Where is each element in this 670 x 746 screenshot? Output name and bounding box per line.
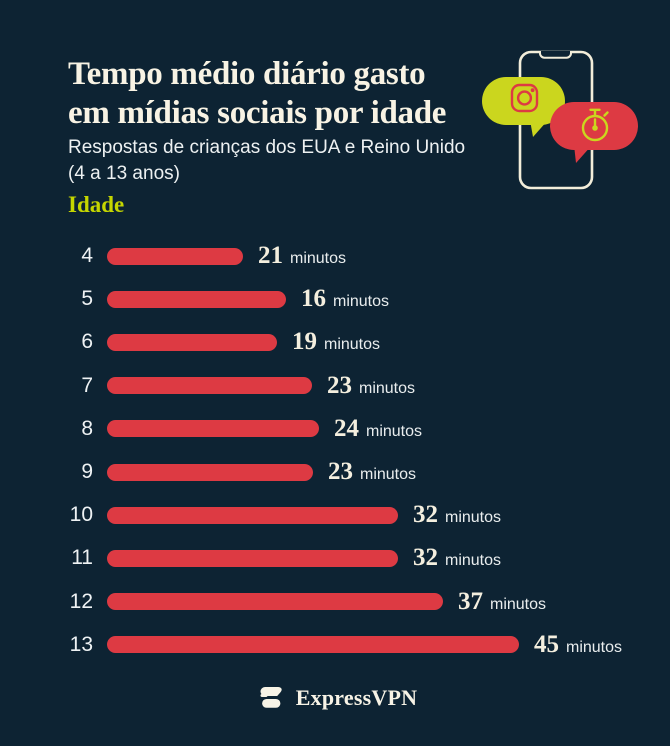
bar (107, 549, 398, 567)
value-label: 21 minutos (258, 242, 346, 270)
chart-row: 8 24 minutos (55, 407, 422, 450)
bar (107, 290, 286, 308)
value-label: 45 minutos (534, 631, 622, 659)
value-label: 16 minutos (301, 285, 389, 313)
bar (107, 333, 277, 351)
brand-name: ExpressVPN (295, 684, 418, 710)
chart-row: 5 16 minutos (55, 278, 389, 321)
value-unit: minutos (333, 293, 390, 311)
chart-row: 12 37 minutos (55, 580, 546, 623)
value-label: 23 minutos (328, 458, 416, 486)
value-number: 23 (328, 458, 353, 485)
value-unit: minutos (366, 422, 423, 440)
value-number: 45 (534, 630, 559, 658)
chart-row: 13 45 minutos (55, 623, 622, 666)
brand-footer: ExpressVPN (0, 683, 670, 712)
bar (107, 593, 443, 611)
value-number: 32 (413, 501, 438, 529)
bar (107, 420, 319, 438)
stopwatch-icon (581, 108, 609, 142)
phone-notch (539, 51, 572, 59)
age-label: 8 (81, 416, 93, 440)
value-unit: minutos (566, 638, 623, 656)
page-subtitle: Respostas de crianças dos EUA e Reino Un… (68, 135, 465, 187)
title-line-1: Tempo médio diário gasto (68, 56, 426, 92)
title-line-2: em mídias sociais por idade (68, 95, 447, 131)
phone-illustration (482, 50, 638, 190)
axis-label-idade: Idade (68, 192, 125, 217)
value-unit: minutos (290, 250, 347, 267)
chart-row: 11 32 minutos (55, 537, 501, 580)
speech-bubble-red (550, 102, 638, 163)
expressvpn-logo-icon (260, 687, 282, 708)
value-number: 19 (292, 328, 317, 356)
value-unit: minutos (445, 552, 502, 570)
age-label: 7 (81, 373, 93, 397)
bar (107, 463, 313, 481)
speech-bubble-green (482, 77, 565, 137)
bar (107, 377, 312, 395)
page-title: Tempo médio diário gasto em mídias socia… (68, 55, 446, 133)
value-label: 23 minutos (327, 372, 415, 400)
subtitle-line-1: Respostas de crianças dos EUA e Reino Un… (68, 137, 466, 158)
age-label: 6 (81, 330, 93, 354)
value-label: 37 minutos (458, 588, 546, 616)
bar (107, 506, 398, 524)
age-label: 12 (69, 589, 93, 613)
value-number: 16 (301, 285, 326, 313)
value-label: 32 minutos (413, 501, 501, 529)
value-number: 21 (258, 242, 283, 269)
value-label: 19 minutos (292, 328, 380, 356)
value-unit: minutos (490, 595, 547, 613)
value-unit: minutos (445, 509, 502, 527)
age-label: 5 (81, 287, 93, 311)
value-unit: minutos (360, 466, 417, 483)
instagram-icon (510, 83, 539, 113)
bar (107, 636, 519, 654)
age-label: 4 (81, 244, 93, 267)
value-unit: minutos (324, 336, 381, 354)
value-label: 32 minutos (413, 544, 501, 572)
subtitle-line-2: (4 a 13 anos) (68, 163, 180, 184)
chart-row: 9 23 minutos (55, 451, 416, 494)
age-label: 10 (69, 503, 93, 527)
age-label: 11 (71, 546, 93, 570)
value-number: 24 (334, 414, 359, 442)
bar (107, 247, 243, 265)
chart-row: 7 23 minutos (55, 364, 415, 407)
chart-row: 4 21 minutos (55, 235, 346, 278)
value-number: 32 (413, 544, 438, 572)
chart-row: 10 32 minutos (55, 494, 501, 537)
value-label: 24 minutos (334, 415, 422, 443)
age-label: 9 (81, 460, 93, 483)
value-unit: minutos (359, 379, 416, 397)
age-label: 13 (69, 632, 93, 656)
chart-row: 6 19 minutos (55, 321, 380, 364)
value-number: 23 (327, 371, 352, 399)
value-number: 37 (458, 587, 483, 615)
